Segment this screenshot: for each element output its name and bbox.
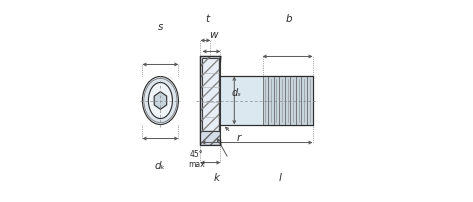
Text: l: l xyxy=(279,172,282,182)
Ellipse shape xyxy=(149,83,173,119)
Bar xyxy=(201,57,220,145)
Bar xyxy=(201,57,220,145)
Text: dₖ: dₖ xyxy=(155,160,166,170)
Bar xyxy=(202,59,219,132)
Text: k: k xyxy=(213,172,219,182)
Polygon shape xyxy=(154,92,166,110)
Text: 45°
max: 45° max xyxy=(188,149,205,168)
Bar xyxy=(220,77,313,125)
Text: r: r xyxy=(236,132,241,142)
Text: dₛ: dₛ xyxy=(232,88,241,98)
Ellipse shape xyxy=(142,77,178,125)
Text: s: s xyxy=(158,22,163,32)
Text: b: b xyxy=(285,14,292,24)
Bar xyxy=(263,77,313,125)
Text: w: w xyxy=(209,30,218,40)
Text: t: t xyxy=(205,14,210,24)
Bar xyxy=(202,59,219,132)
Ellipse shape xyxy=(144,79,177,123)
